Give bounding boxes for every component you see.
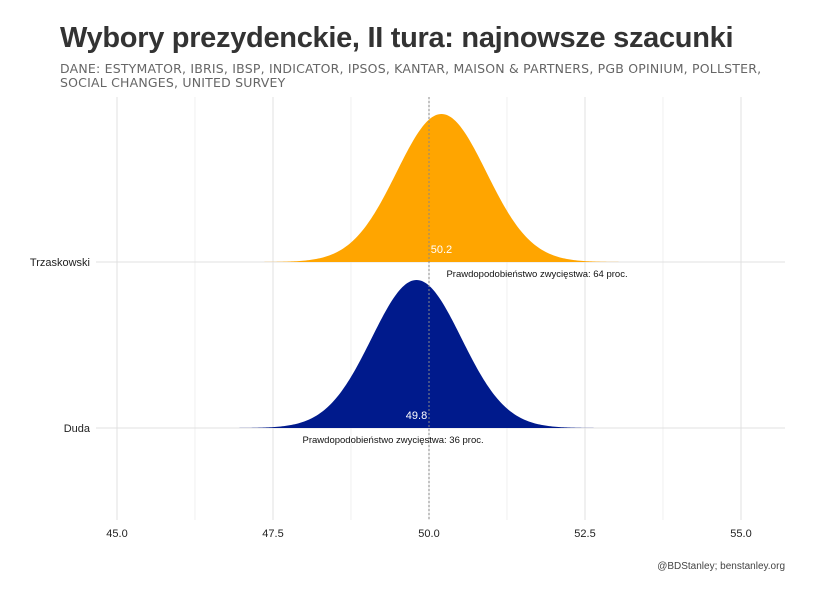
x-tick-label: 55.0	[730, 528, 751, 540]
x-tick-label: 52.5	[574, 528, 595, 540]
chart-subtitle: DANE: ESTYMATOR, IBRIS, IBSP, INDICATOR,…	[60, 61, 762, 90]
probability-annotation: Prawdopodobieństwo zwycięstwa: 36 proc.	[303, 435, 484, 446]
y-tick-label: Duda	[64, 423, 91, 435]
mean-label: 50.2	[431, 244, 452, 256]
chart-title: Wybory prezydenckie, II tura: najnowsze …	[60, 22, 734, 54]
x-tick-label: 47.5	[262, 528, 283, 540]
density-trzaskowski	[117, 114, 741, 262]
mean-label: 49.8	[406, 410, 427, 422]
x-tick-label: 50.0	[418, 528, 439, 540]
y-tick-label: Trzaskowski	[30, 257, 90, 269]
chart-caption: @BDStanley; benstanley.org	[657, 561, 785, 572]
x-tick-label: 45.0	[106, 528, 127, 540]
probability-annotation: Prawdopodobieństwo zwycięstwa: 64 proc.	[446, 269, 627, 280]
